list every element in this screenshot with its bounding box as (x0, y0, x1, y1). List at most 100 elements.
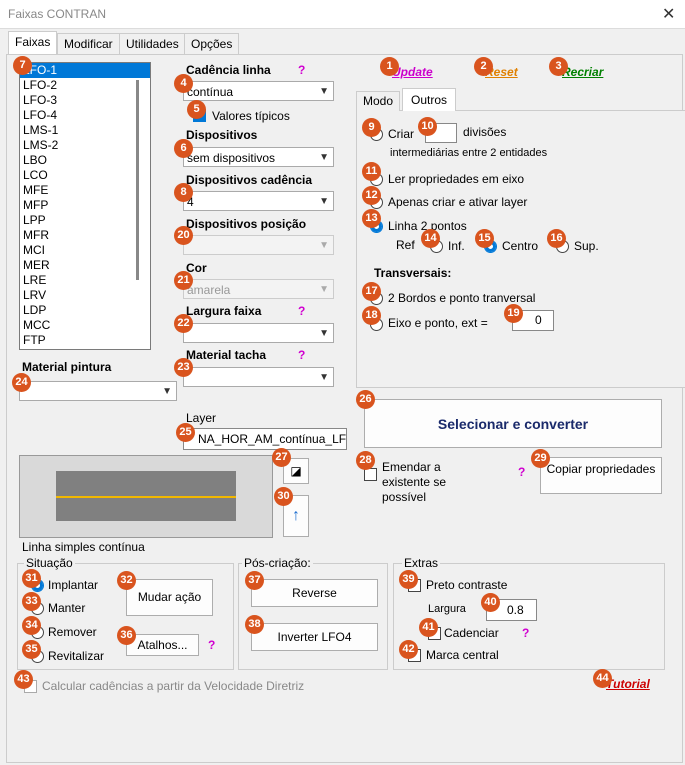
cor-select[interactable]: amarela ▼ (183, 279, 334, 299)
material-tacha-select[interactable]: ▼ (183, 367, 334, 387)
help-icon[interactable]: ? (298, 304, 306, 318)
preview-image (19, 455, 273, 538)
atalhos-button[interactable]: Atalhos... (126, 634, 199, 656)
chevron-down-icon: ▼ (319, 240, 329, 251)
subtab-modo[interactable]: Modo (356, 91, 401, 111)
cor-value: amarela (187, 283, 231, 297)
badge: 9 (362, 118, 381, 137)
list-item[interactable]: MCC (23, 318, 51, 332)
close-icon[interactable]: ✕ (662, 6, 676, 23)
help-icon[interactable]: ? (522, 626, 530, 640)
badge: 37 (245, 571, 264, 590)
disp-cadencia-label: Dispositivos cadência (186, 173, 313, 187)
badge: 18 (362, 306, 381, 325)
list-item[interactable]: MFE (23, 183, 49, 197)
cadenciar-label: Cadenciar (444, 626, 499, 640)
badge: 5 (187, 100, 206, 119)
tab-utilidades[interactable]: Utilidades (119, 33, 186, 54)
subtab-outros[interactable]: Outros (402, 88, 457, 111)
chevron-down-icon: ▼ (319, 328, 329, 339)
cadencia-label: Cadência linha (186, 63, 271, 77)
material-pintura-select[interactable]: ▼ (19, 381, 177, 401)
list-item[interactable]: MER (23, 258, 50, 272)
list-scrollbar[interactable] (136, 80, 139, 280)
reverse-button[interactable]: Reverse (251, 579, 378, 607)
badge: 29 (531, 449, 550, 468)
badge: 2 (474, 57, 493, 76)
list-item[interactable]: MFP (23, 198, 49, 212)
list-item[interactable]: LMS-2 (23, 138, 59, 152)
list-item[interactable]: LPP (23, 213, 46, 227)
disp-posicao-select[interactable]: ▼ (183, 235, 334, 255)
badge: 36 (117, 626, 136, 645)
bordos-label: 2 Bordos e ponto tranversal (388, 291, 536, 305)
update-link[interactable]: Update (392, 65, 433, 79)
badge: 27 (272, 448, 291, 467)
list-item[interactable]: LRE (23, 273, 47, 287)
badge: 26 (356, 390, 375, 409)
faixa-list[interactable]: LFO-1 LFO-2 LFO-3 LFO-4 LMS-1 LMS-2 LBO … (19, 62, 151, 350)
layer-label: Layer (186, 411, 217, 425)
badge: 3 (549, 57, 568, 76)
layer-input[interactable]: NA_HOR_AM_contínua_LFO (183, 428, 347, 450)
list-item[interactable]: LCO (23, 168, 48, 182)
emendar-label: Emendar a existente se possível (382, 460, 447, 504)
largura-faixa-select[interactable]: ▼ (183, 323, 334, 343)
implantar-label: Implantar (48, 578, 99, 592)
help-icon[interactable]: ? (208, 638, 216, 652)
reset-link[interactable]: Reset (485, 65, 518, 79)
badge: 31 (22, 569, 41, 588)
revitalizar-label: Revitalizar (48, 649, 105, 663)
road-line (56, 496, 236, 498)
sup-label: Sup. (574, 239, 599, 253)
recriar-link[interactable]: Recriar (562, 65, 604, 79)
list-item[interactable]: LFO-1 (20, 63, 150, 78)
mudar-acao-button[interactable]: Mudar ação (126, 579, 213, 616)
badge: 32 (117, 571, 136, 590)
selecionar-button[interactable]: Selecionar e converter (364, 399, 662, 448)
chevron-down-icon: ▼ (319, 284, 329, 295)
help-icon[interactable]: ? (298, 63, 306, 77)
material-pintura-label: Material pintura (22, 360, 112, 374)
cadencia-value: contínua (187, 85, 234, 99)
list-item[interactable]: LRV (23, 288, 47, 302)
list-item[interactable]: LBO (23, 153, 48, 167)
badge: 13 (362, 209, 381, 228)
help-icon[interactable]: ? (518, 465, 526, 479)
list-item[interactable]: LMS-1 (23, 123, 59, 137)
badge: 39 (399, 570, 418, 589)
extras-title: Extras (402, 556, 441, 570)
list-item[interactable]: LFO-2 (23, 78, 58, 92)
list-item[interactable]: LFO-4 (23, 108, 58, 122)
remover-label: Remover (48, 625, 97, 639)
badge: 35 (22, 640, 41, 659)
badge: 12 (362, 186, 381, 205)
extras-group (393, 563, 665, 670)
inverter-button[interactable]: Inverter LFO4 (251, 623, 378, 651)
criar-label: Criar (388, 127, 414, 141)
list-item[interactable]: MFR (23, 228, 49, 242)
tutorial-link[interactable]: Tutorial (606, 677, 650, 691)
preview-caption: Linha simples contínua (22, 540, 145, 554)
badge: 17 (362, 282, 381, 301)
cadencia-select[interactable]: contínua ▼ (183, 81, 334, 101)
dispositivos-value: sem dispositivos (187, 151, 276, 165)
disp-posicao-label: Dispositivos posição (186, 217, 307, 231)
chevron-down-icon: ▼ (162, 386, 172, 397)
window-title: Faixas CONTRAN (8, 7, 107, 21)
tab-modificar[interactable]: Modificar (57, 33, 120, 54)
list-item[interactable]: MCI (23, 243, 45, 257)
pos-criacao-title: Pós-criação: (242, 556, 313, 570)
badge: 21 (174, 271, 193, 290)
tab-faixas[interactable]: Faixas (8, 31, 58, 54)
list-item[interactable]: LDP (23, 303, 47, 317)
copiar-button[interactable]: Copiar propriedades (540, 457, 662, 494)
help-icon[interactable]: ? (298, 348, 306, 362)
tab-opcoes[interactable]: Opções (184, 33, 240, 54)
list-item[interactable]: FTP (23, 333, 46, 347)
badge: 6 (174, 139, 193, 158)
dispositivos-select[interactable]: sem dispositivos ▼ (183, 147, 334, 167)
list-item[interactable]: LFO-3 (23, 93, 58, 107)
disp-cadencia-select[interactable]: 4 ▼ (183, 191, 334, 211)
manter-label: Manter (48, 601, 86, 615)
